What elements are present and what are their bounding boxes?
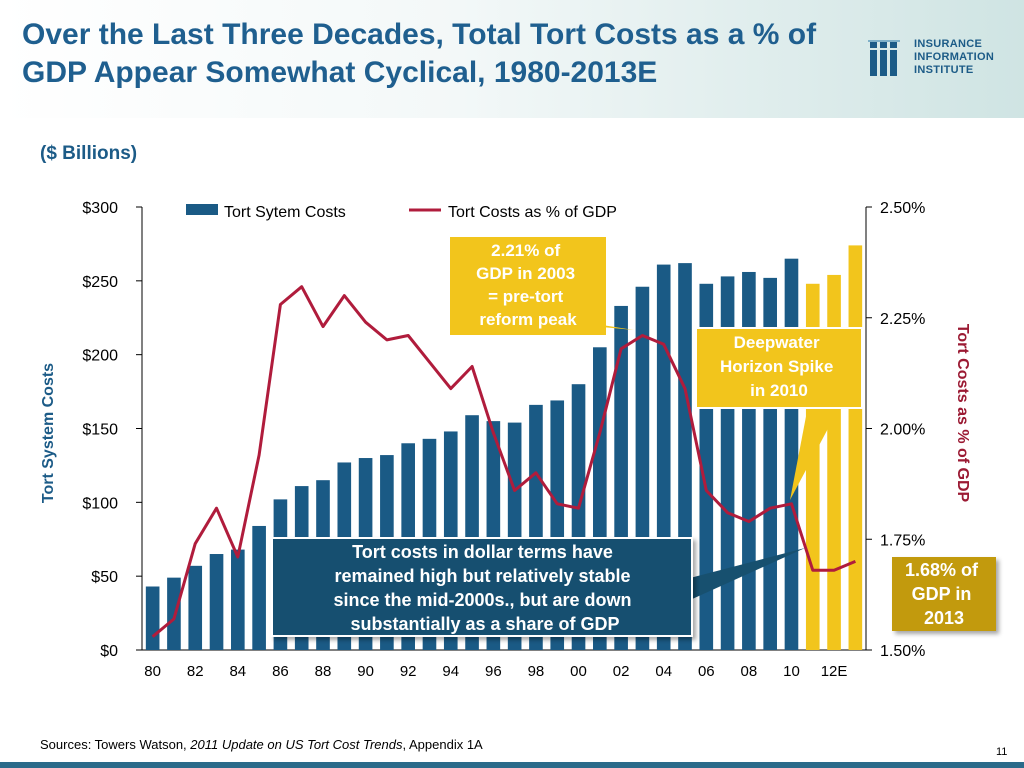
tort-cost-chart: $0 $50 $100 $150 $200 $250 $300 1.50% 1.75% 2.00… [40, 200, 996, 680]
callout-deepwater: Deepwater Horizon Spike in 2010 [695, 327, 863, 500]
x-tick-label: 82 [187, 663, 204, 680]
callout-2013-line-1: 1.68% of [905, 560, 979, 580]
x-tick-label: 98 [528, 663, 545, 680]
right-tick-label: 1.50% [880, 643, 925, 660]
left-axis-title: Tort System Costs [40, 363, 57, 503]
x-tick-label: 84 [229, 663, 246, 680]
callout-stable-line-4: substantially as a share of GDP [350, 614, 619, 634]
left-tick-label: $250 [82, 274, 118, 291]
right-tick-label: 2.00% [880, 422, 925, 439]
callout-peak-line-1: 2.21% of [491, 241, 560, 260]
right-tick-label: 2.25% [880, 311, 925, 328]
legend-line-label: Tort Costs as % of GDP [448, 204, 617, 221]
svg-text:Deepwater Horizon Spike: Deepwater Horizon Spike in 2010 [720, 333, 838, 400]
gdp-share-line [151, 285, 856, 638]
callout-stable-line-3: since the mid-2000s., but are down [333, 590, 631, 610]
left-tick-label: $0 [100, 643, 118, 660]
x-axis-ticks: 80 82 84 86 88 90 92 94 96 98 00 02 04 06 08 10 12E [144, 663, 847, 680]
legend: Tort Sytem Costs Tort Costs as % of GDP [186, 204, 617, 221]
callout-2013-line-3: 2013 [924, 608, 964, 628]
x-tick-label: 10 [783, 663, 800, 680]
legend-bar-swatch [186, 204, 218, 215]
svg-text:Tort costs in dollar terms ha: Tort costs in dollar terms have remained… [333, 542, 636, 634]
bar-1984 [231, 549, 245, 650]
bar-1980 [145, 586, 160, 650]
logo-text: INSURANCE INFORMATION INSTITUTE [914, 38, 994, 77]
source-note: Sources: Towers Watson, 2011 Update on U… [40, 737, 483, 752]
callout-gdp-2013-box [892, 557, 996, 631]
slide-title: Over the Last Three Decades, Total Tort … [22, 18, 817, 89]
source-prefix: Sources: Towers Watson, [40, 737, 191, 752]
callout-stable-note: Tort costs in dollar terms have remained… [271, 537, 805, 637]
x-tick-label: 12E [821, 663, 848, 680]
callout-2013-line-2: GDP in [912, 584, 972, 604]
logo-line-2: INFORMATION [914, 51, 995, 63]
bar-2013E [848, 245, 863, 651]
callout-peak-line-2: GDP in 2003 [476, 264, 575, 283]
logo-mark-icon [868, 40, 900, 76]
callout-peak-line-4: reform peak [479, 310, 577, 329]
x-tick-label: 90 [357, 663, 374, 680]
callout-deepwater-line-1: Deepwater [734, 333, 820, 352]
logo-line-1: INSURANCE [914, 38, 983, 50]
left-axis-ticks: $0 $50 $100 $150 $200 $250 $300 [82, 200, 142, 660]
x-tick-label: 86 [272, 663, 289, 680]
callout-deepwater-pointer [790, 406, 840, 500]
callout-stable-box [271, 537, 693, 637]
x-tick-label: 08 [741, 663, 758, 680]
bar-1985 [252, 525, 266, 650]
source-title: 2011 Update on US Tort Cost Trends [190, 737, 403, 752]
callout-stable-pointer [690, 548, 805, 600]
svg-text:2.21% of GDP in 2003: 2.21% of GDP in 2003 = pre-tort reform p… [476, 241, 580, 329]
x-tick-label: 88 [315, 663, 332, 680]
callout-peak-2003-box [450, 237, 606, 335]
callout-stable-line-1: Tort costs in dollar terms have [352, 542, 613, 562]
callout-deepwater-line-3: in 2010 [750, 381, 808, 400]
bottom-rule [0, 762, 1024, 768]
page-number: 11 [996, 746, 1008, 758]
line-series [151, 285, 856, 638]
x-tick-label: 92 [400, 663, 417, 680]
svg-text:1.68% of GDP in 20: 1.68% of GDP in 2013 [905, 560, 983, 628]
right-tick-label: 2.50% [880, 200, 925, 217]
callout-peak-2003: 2.21% of GDP in 2003 = pre-tort reform p… [450, 237, 634, 335]
units-label: ($ Billions) [40, 143, 138, 164]
x-tick-label: 00 [570, 663, 587, 680]
left-tick-label: $150 [82, 422, 118, 439]
x-tick-label: 02 [613, 663, 630, 680]
x-tick-label: 04 [655, 663, 672, 680]
x-tick-label: 94 [442, 663, 459, 680]
legend-bar-label: Tort Sytem Costs [224, 204, 346, 221]
callout-gdp-2013: 1.68% of GDP in 2013 [892, 557, 996, 631]
header-band [0, 0, 1024, 118]
x-tick-label: 06 [698, 663, 715, 680]
left-tick-label: $50 [91, 569, 118, 586]
bar-2010 [784, 258, 799, 650]
bar-1983 [209, 554, 224, 650]
left-tick-label: $300 [82, 200, 118, 217]
x-tick-label: 96 [485, 663, 502, 680]
right-axis-title: Tort Costs as % of GDP [954, 324, 971, 503]
iii-logo: INSURANCE INFORMATION INSTITUTE [868, 38, 1018, 88]
right-tick-label: 1.75% [880, 532, 925, 549]
callout-deepwater-box [695, 327, 863, 409]
bar-1982 [188, 565, 203, 650]
callout-deepwater-line-2: Horizon Spike [720, 357, 833, 376]
source-suffix: , Appendix 1A [402, 737, 483, 752]
left-tick-label: $100 [82, 495, 118, 512]
logo-line-3: INSTITUTE [914, 64, 974, 76]
callout-peak-line-3: = pre-tort [488, 287, 563, 306]
x-tick-label: 80 [144, 663, 161, 680]
callout-stable-line-2: remained high but relatively stable [334, 566, 630, 586]
left-tick-label: $200 [82, 348, 118, 365]
right-axis-ticks: 1.50% 1.75% 2.00% 2.25% 2.50% [866, 200, 925, 660]
